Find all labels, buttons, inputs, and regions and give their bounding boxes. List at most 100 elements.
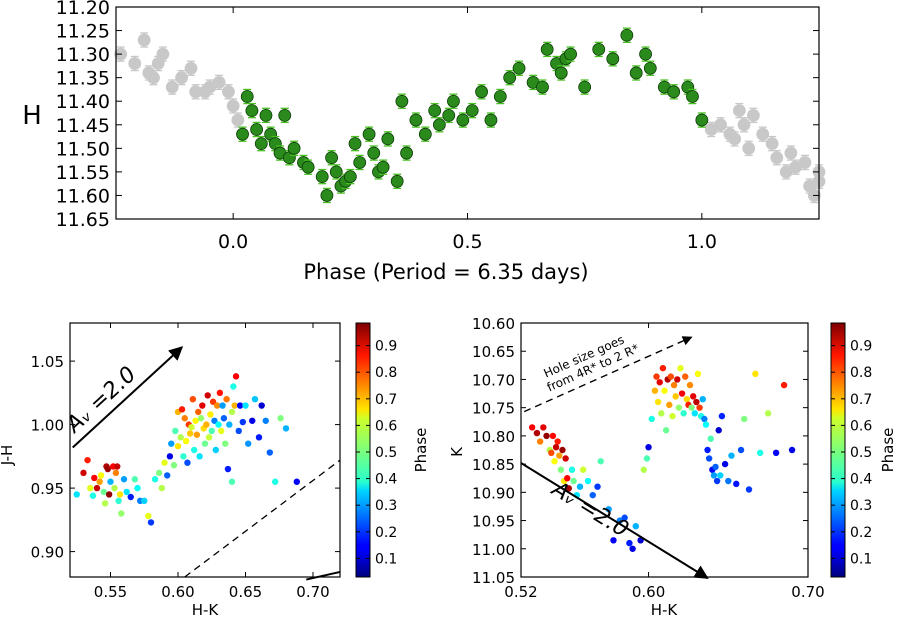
y-tick-label: 11.65 xyxy=(56,209,110,231)
light-curve-points xyxy=(114,27,826,204)
data-point xyxy=(680,410,687,417)
x-tick-label: 0.5 xyxy=(452,231,482,253)
data-point xyxy=(199,402,206,409)
data-point xyxy=(219,402,226,409)
y-tick-label: 11.00 xyxy=(472,541,515,559)
data-point xyxy=(164,472,171,479)
y-tick-label: 11.55 xyxy=(56,162,110,184)
y-tick-label: 1.05 xyxy=(31,353,64,371)
data-point xyxy=(184,459,191,466)
data-point xyxy=(226,421,233,428)
data-point xyxy=(172,427,179,435)
data-point-repeated xyxy=(184,61,198,75)
data-point xyxy=(107,478,114,485)
data-point-observed xyxy=(428,104,442,118)
color-color-extinction-label: Aᵥ =2.0 xyxy=(60,362,141,439)
color-color-panel: Aᵥ =2.0 0.90 0.95 1.00 1.05 0.55 0.60 0.65 0.7… xyxy=(0,322,430,619)
data-point-observed xyxy=(643,61,657,75)
data-point xyxy=(96,478,103,485)
data-point xyxy=(659,364,667,372)
color-magnitude-x-ticks: 0.52 0.60 0.70 xyxy=(504,323,825,601)
data-point xyxy=(203,421,210,428)
data-point-observed xyxy=(320,189,334,202)
data-point xyxy=(91,474,98,482)
color-color-dashed-line xyxy=(184,459,341,578)
data-point xyxy=(629,545,636,552)
data-point-observed xyxy=(362,127,376,141)
data-point xyxy=(228,478,236,485)
data-point-observed xyxy=(442,108,456,122)
data-point xyxy=(715,427,722,434)
data-point xyxy=(87,484,94,492)
color-color-colorbar-label: Phase xyxy=(412,428,430,473)
data-point xyxy=(118,510,125,517)
data-point xyxy=(672,393,679,400)
data-point-observed xyxy=(301,160,315,174)
data-point xyxy=(97,472,105,479)
data-point xyxy=(610,537,617,544)
data-point xyxy=(101,500,109,507)
data-point-observed xyxy=(278,108,292,122)
data-point xyxy=(733,480,740,488)
hole-size-arrow xyxy=(523,336,693,413)
colorbar-tick-label: 0.6 xyxy=(850,418,872,434)
data-point xyxy=(251,396,259,403)
data-point-observed xyxy=(343,170,357,184)
colorbar-tick-label: 0.4 xyxy=(850,472,872,488)
color-color-extinction-arrow xyxy=(72,346,184,449)
data-point-observed xyxy=(348,137,362,151)
data-point-repeated xyxy=(165,80,179,94)
data-point xyxy=(89,492,97,499)
data-point xyxy=(688,404,695,411)
data-point-repeated xyxy=(147,71,160,85)
data-point xyxy=(653,373,660,380)
data-point-observed xyxy=(578,80,592,94)
y-tick-label: 11.45 xyxy=(56,115,110,137)
data-point xyxy=(543,432,550,440)
data-point-observed xyxy=(250,123,264,136)
data-point xyxy=(100,488,107,496)
y-tick-label: 11.20 xyxy=(56,0,110,19)
data-point xyxy=(258,402,265,409)
data-point xyxy=(231,402,238,409)
data-point xyxy=(683,396,691,403)
colorbar-tick-label: 0.1 xyxy=(375,551,397,567)
data-point-observed xyxy=(475,85,488,99)
data-point xyxy=(559,446,566,454)
data-point-observed xyxy=(484,113,498,127)
data-point-repeated xyxy=(732,104,746,118)
x-tick-label: 1.0 xyxy=(687,231,717,253)
data-point xyxy=(570,477,577,485)
data-point xyxy=(222,440,229,447)
data-point xyxy=(223,396,230,403)
data-point xyxy=(701,415,708,423)
data-point-observed xyxy=(512,61,526,75)
data-point xyxy=(725,477,732,485)
data-point xyxy=(211,417,218,424)
color-color-colorbar xyxy=(355,322,371,578)
data-point-observed xyxy=(667,85,681,99)
y-tick-label: 10.65 xyxy=(472,343,515,361)
data-point xyxy=(682,373,689,380)
data-point xyxy=(151,476,159,483)
data-point xyxy=(554,438,561,445)
color-magnitude-y-axis-label: K xyxy=(448,446,466,457)
data-point xyxy=(788,446,796,454)
data-point-repeated xyxy=(212,75,226,89)
data-point-observed xyxy=(564,47,578,61)
data-point-repeated xyxy=(175,71,189,85)
data-point xyxy=(597,458,604,465)
data-point-repeated xyxy=(742,141,756,155)
data-point xyxy=(678,390,686,397)
data-point xyxy=(131,476,138,483)
data-point xyxy=(116,491,124,498)
light-curve-y-ticks: 11.20 11.2511.3011.3511.4011.4511.5011.55… xyxy=(56,0,819,231)
data-point xyxy=(207,411,214,418)
y-tick-label: 10.70 xyxy=(472,371,515,389)
color-color-x-axis-label: H-K xyxy=(192,601,220,619)
data-point xyxy=(718,412,726,420)
data-point xyxy=(170,462,178,469)
data-point xyxy=(262,417,269,424)
data-point xyxy=(181,415,188,422)
data-point-observed xyxy=(456,113,470,127)
